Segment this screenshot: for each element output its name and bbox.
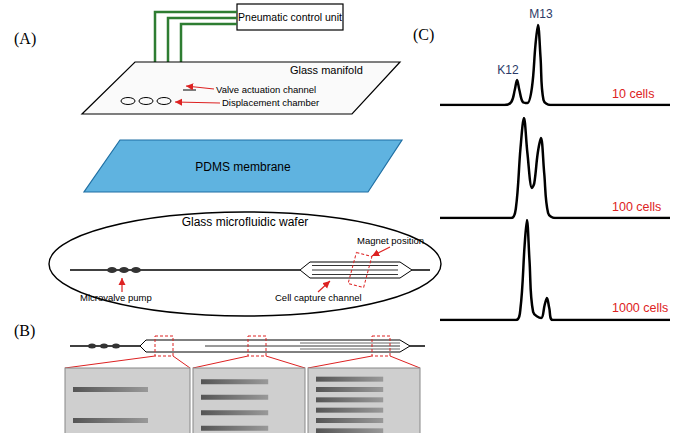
svg-text:M13: M13 (529, 7, 553, 21)
svg-text:Pneumatic control unit: Pneumatic control unit (238, 11, 342, 23)
svg-text:Magnet position: Magnet position (357, 235, 424, 246)
svg-text:1000 cells: 1000 cells (612, 301, 668, 315)
svg-text:(C): (C) (413, 26, 434, 44)
svg-text:Valve actuation channel: Valve actuation channel (216, 84, 316, 95)
svg-text:PDMS membrane: PDMS membrane (195, 160, 291, 174)
svg-text:(B): (B) (14, 322, 35, 340)
svg-text:Cell capture channel: Cell capture channel (275, 292, 362, 303)
svg-text:10 cells: 10 cells (612, 87, 654, 101)
svg-text:Glass microfluidic wafer: Glass microfluidic wafer (182, 215, 309, 229)
svg-text:Displacement chamber: Displacement chamber (222, 97, 319, 108)
svg-text:100 cells: 100 cells (612, 200, 661, 214)
svg-text:Microvalve pump: Microvalve pump (80, 292, 152, 303)
svg-text:K12: K12 (497, 63, 519, 77)
svg-text:(A): (A) (14, 30, 36, 48)
svg-text:Glass manifold: Glass manifold (290, 64, 363, 76)
